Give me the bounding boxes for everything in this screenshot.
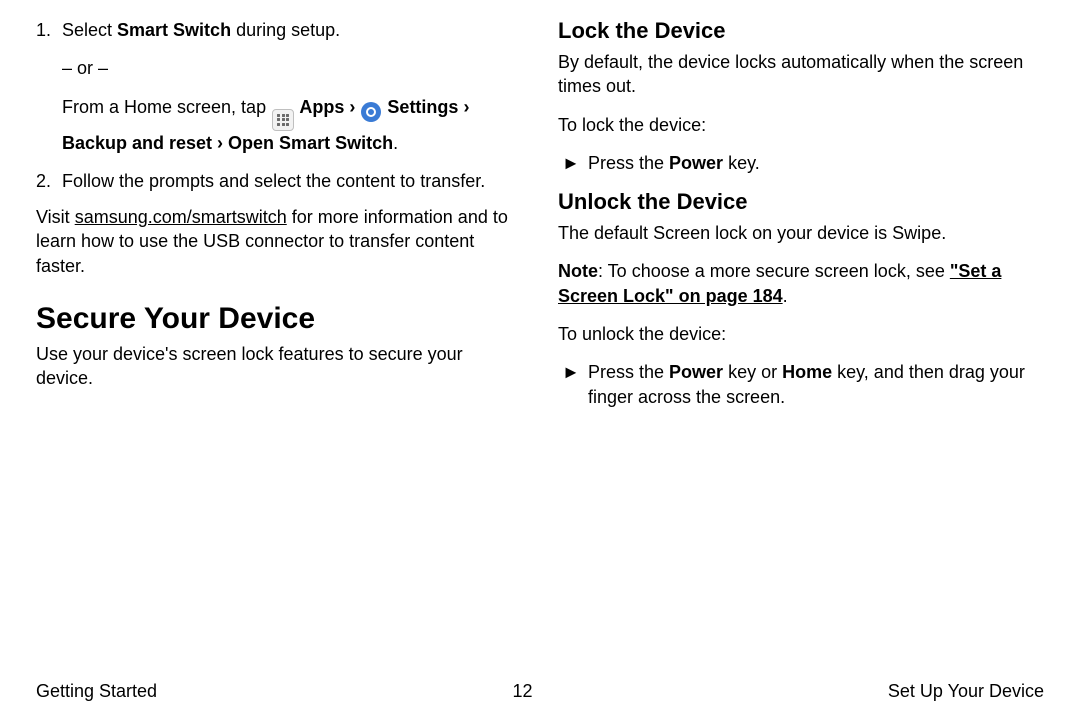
text-bold: Home bbox=[782, 362, 832, 382]
page-content: 1. Select Smart Switch during setup. – o… bbox=[36, 18, 1044, 658]
right-column: Lock the Device By default, the device l… bbox=[558, 18, 1044, 658]
text: key or bbox=[723, 362, 782, 382]
link-text[interactable]: samsung.com/smartswitch bbox=[75, 207, 287, 227]
text: : To choose a more secure screen lock, s… bbox=[598, 261, 950, 281]
settings-icon bbox=[361, 102, 381, 122]
visit-paragraph: Visit samsung.com/smartswitch for more i… bbox=[36, 205, 522, 278]
text-bold: Power bbox=[669, 153, 723, 173]
bullet-body: Press the Power key. bbox=[588, 151, 760, 175]
text: during setup. bbox=[231, 20, 340, 40]
list-item: 2. Follow the prompts and select the con… bbox=[36, 169, 522, 193]
bullet-marker: ► bbox=[562, 360, 588, 409]
bullet-item: ► Press the Power key or Home key, and t… bbox=[558, 360, 1044, 409]
list-body: Select Smart Switch during setup. – or –… bbox=[62, 18, 522, 155]
text-bold: Power bbox=[669, 362, 723, 382]
list-number: 1. bbox=[36, 18, 62, 155]
section-description: Use your device's screen lock features t… bbox=[36, 342, 522, 391]
note-paragraph: Note: To choose a more secure screen loc… bbox=[558, 259, 1044, 308]
apps-icon bbox=[272, 109, 294, 131]
separator: › bbox=[344, 97, 360, 117]
ordered-list: 1. Select Smart Switch during setup. – o… bbox=[36, 18, 522, 193]
text: From a Home screen, tap bbox=[62, 97, 271, 117]
note-label: Note bbox=[558, 261, 598, 281]
list-body: Follow the prompts and select the conten… bbox=[62, 169, 522, 193]
text: Select bbox=[62, 20, 117, 40]
text: . bbox=[783, 286, 788, 306]
paragraph: The default Screen lock on your device i… bbox=[558, 221, 1044, 245]
footer-left: Getting Started bbox=[36, 681, 157, 702]
subsection-heading: Lock the Device bbox=[558, 18, 1044, 44]
bullet-item: ► Press the Power key. bbox=[558, 151, 1044, 175]
text-bold: Smart Switch bbox=[117, 20, 231, 40]
apps-label: Apps bbox=[295, 97, 344, 117]
instruction-line: From a Home screen, tap Apps › Settings … bbox=[62, 95, 522, 155]
bullet-body: Press the Power key or Home key, and the… bbox=[588, 360, 1044, 409]
paragraph: By default, the device locks automatical… bbox=[558, 50, 1044, 99]
text: key. bbox=[723, 153, 760, 173]
page-footer: Getting Started 12 Set Up Your Device bbox=[36, 681, 1044, 702]
footer-page-number: 12 bbox=[512, 681, 532, 702]
list-item: 1. Select Smart Switch during setup. – o… bbox=[36, 18, 522, 155]
or-separator: – or – bbox=[62, 56, 522, 80]
section-heading: Secure Your Device bbox=[36, 302, 522, 336]
paragraph: To lock the device: bbox=[558, 113, 1044, 137]
text: Press the bbox=[588, 362, 669, 382]
text: . bbox=[393, 133, 398, 153]
backup-reset-path: Backup and reset › Open Smart Switch bbox=[62, 133, 393, 153]
bullet-marker: ► bbox=[562, 151, 588, 175]
left-column: 1. Select Smart Switch during setup. – o… bbox=[36, 18, 522, 658]
footer-right: Set Up Your Device bbox=[888, 681, 1044, 702]
text: Visit bbox=[36, 207, 75, 227]
subsection-heading: Unlock the Device bbox=[558, 189, 1044, 215]
paragraph: To unlock the device: bbox=[558, 322, 1044, 346]
settings-label: Settings bbox=[382, 97, 458, 117]
list-number: 2. bbox=[36, 169, 62, 193]
separator: › bbox=[458, 97, 469, 117]
text: Press the bbox=[588, 153, 669, 173]
